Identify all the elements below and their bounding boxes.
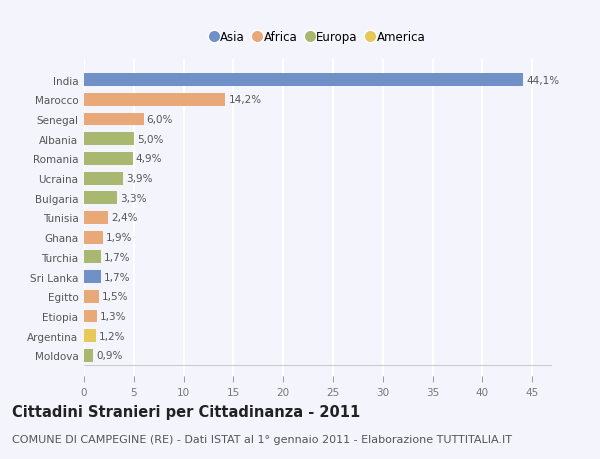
Bar	[84, 349, 93, 362]
Text: 6,0%: 6,0%	[147, 115, 173, 125]
Bar	[84, 74, 523, 87]
Text: 14,2%: 14,2%	[229, 95, 262, 105]
Text: Cittadini Stranieri per Cittadinanza - 2011: Cittadini Stranieri per Cittadinanza - 2…	[12, 404, 360, 419]
Text: 5,0%: 5,0%	[137, 134, 163, 145]
Text: 3,3%: 3,3%	[120, 193, 146, 203]
Text: 3,9%: 3,9%	[126, 174, 152, 184]
Text: 1,5%: 1,5%	[102, 291, 128, 302]
Text: 1,9%: 1,9%	[106, 233, 133, 243]
Text: 2,4%: 2,4%	[111, 213, 137, 223]
Bar	[84, 251, 101, 264]
Text: COMUNE DI CAMPEGINE (RE) - Dati ISTAT al 1° gennaio 2011 - Elaborazione TUTTITAL: COMUNE DI CAMPEGINE (RE) - Dati ISTAT al…	[12, 434, 512, 444]
Bar	[84, 192, 117, 205]
Bar	[84, 231, 103, 244]
Text: 1,2%: 1,2%	[99, 331, 125, 341]
Bar	[84, 271, 101, 283]
Bar	[84, 94, 226, 106]
Bar	[84, 310, 97, 323]
Bar	[84, 290, 99, 303]
Bar	[84, 330, 96, 342]
Bar	[84, 133, 134, 146]
Text: 1,7%: 1,7%	[104, 272, 130, 282]
Text: 1,7%: 1,7%	[104, 252, 130, 263]
Text: 0,9%: 0,9%	[96, 351, 122, 361]
Bar	[84, 212, 108, 224]
Bar	[84, 113, 144, 126]
Text: 4,9%: 4,9%	[136, 154, 162, 164]
Legend: Asia, Africa, Europa, America: Asia, Africa, Europa, America	[211, 31, 425, 44]
Text: 1,3%: 1,3%	[100, 311, 127, 321]
Text: 44,1%: 44,1%	[526, 75, 559, 85]
Bar	[84, 153, 133, 165]
Bar	[84, 172, 123, 185]
